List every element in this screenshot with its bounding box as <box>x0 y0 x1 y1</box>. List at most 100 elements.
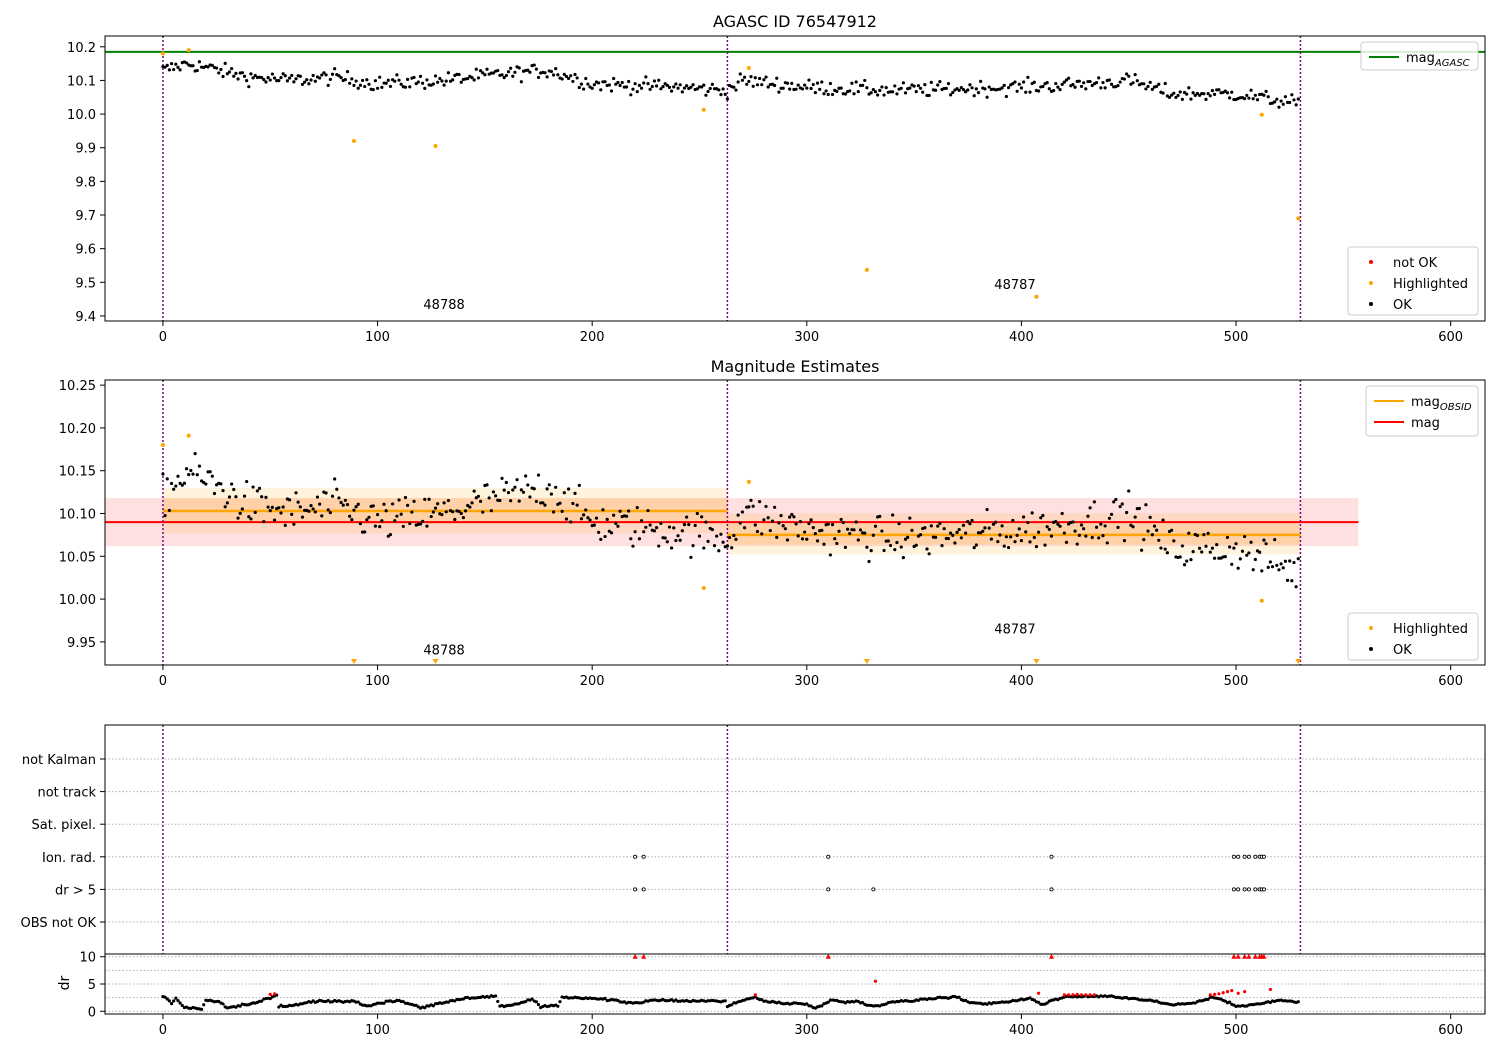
magnitude-panel-ok-point <box>335 487 339 491</box>
magnitude-panel-ok-point <box>652 529 657 533</box>
magnitude-panel-ok-point <box>459 511 463 516</box>
magnitude-panel-ok-point <box>1056 522 1060 526</box>
agasc-panel-ok-point <box>1122 77 1127 81</box>
agasc-panel-ok-point <box>378 75 382 79</box>
magnitude-panel-ok-point <box>433 506 438 510</box>
agasc-panel-ok-point <box>961 88 966 92</box>
magnitude-panel-ok-point <box>886 539 890 543</box>
agasc-panel-ok-point <box>579 82 584 86</box>
magnitude-panel-ok-point <box>882 548 886 553</box>
agasc-panel-ok-point <box>247 85 251 89</box>
magnitude-panel-ok-point <box>431 510 435 514</box>
dr-panel-ok-point <box>1296 1000 1300 1004</box>
magnitude-panel-ok-point <box>1142 537 1146 542</box>
magnitude-panel-ok-point <box>968 522 972 526</box>
magnitude-panel-ok-point <box>367 515 371 519</box>
agasc-panel-ok-point <box>414 82 418 86</box>
magnitude-panel-ok-point <box>517 499 521 503</box>
agasc-panel-ok-point <box>1101 80 1105 85</box>
dr-panel-clipped-marker <box>641 953 647 959</box>
magnitude-panel-ok-point <box>594 516 599 520</box>
agasc-panel: AGASC ID 76547912 48788 48787 0 100 200 300 4… <box>67 12 1486 345</box>
magnitude-panel-annotations: 48788 48787 <box>423 622 1035 658</box>
magnitude-panel-ok-point <box>936 524 940 528</box>
magnitude-panel-ok-point <box>766 516 770 520</box>
magnitude-panel-ok-point <box>541 501 545 505</box>
magnitude-panel-ok-point <box>599 537 603 542</box>
magnitude-panel-ok-point <box>672 526 676 530</box>
dr-panel-red-point <box>268 992 272 996</box>
magnitude-panel-ok-point <box>236 516 240 520</box>
magnitude-panel-ok-point <box>311 507 315 511</box>
agasc-panel-legend-top-right: magAGASC <box>1360 41 1479 71</box>
agasc-panel-ok-point <box>848 89 852 93</box>
dr-panel-clipped-marker <box>825 953 831 959</box>
magnitude-panel-ok-point <box>257 486 262 490</box>
agasc-panel-ok-point <box>732 85 736 89</box>
magnitude-panel-ok-point <box>631 544 635 548</box>
magnitude-panel-ok-point <box>1034 545 1039 549</box>
agasc-panel-ok-point <box>912 84 916 88</box>
agasc-panel-ok-point <box>590 86 594 90</box>
agasc-panel-ok-point <box>1189 97 1193 101</box>
magnitude-panel-ok-point <box>283 523 287 527</box>
agasc-panel-ok-point <box>1045 81 1049 85</box>
magnitude-panel-ok-point <box>504 480 508 485</box>
magnitude-panel-ok-point <box>494 494 498 498</box>
magnitude-panel-ok-point <box>551 510 556 514</box>
magnitude-panel-ok-point <box>1281 566 1285 570</box>
dr-panel-ok-point <box>826 1000 830 1004</box>
magnitude-panel-ok-point <box>633 530 637 534</box>
agasc-legend-bottom-label: OK <box>1393 298 1412 313</box>
agasc-panel-ok-point <box>826 92 830 97</box>
magnitude-panel-ok-point <box>266 505 270 509</box>
dr-panel-ok-point <box>260 999 264 1003</box>
magnitude-panel-ok-point <box>704 520 708 524</box>
agasc-panel-ok-point <box>1249 88 1253 92</box>
agasc-panel-ok-point <box>1127 74 1131 78</box>
agasc-panel-highlighted-point <box>1296 216 1301 221</box>
agasc-panel-ok-point <box>865 86 869 90</box>
agasc-panel-ok-point <box>1052 89 1056 93</box>
agasc-panel-ok-point <box>1019 86 1024 90</box>
magnitude-panel-ok-point <box>1238 557 1242 561</box>
agasc-panel-y-tick-label: 9.9 <box>75 142 96 157</box>
agasc-panel-ok-point <box>740 78 745 82</box>
magnitude-panel-ok-point <box>1279 562 1283 566</box>
agasc-panel-ok-point <box>307 82 311 86</box>
agasc-panel-ok-point <box>1193 93 1197 97</box>
magnitude-panel-ok-point <box>1283 559 1288 563</box>
agasc-panel-ok-point <box>1006 86 1011 90</box>
dr-panel-x-tick-label: 500 <box>1224 1023 1249 1038</box>
magnitude-panel-ok-point <box>1296 557 1300 561</box>
magnitude-panel-ok-point <box>856 538 860 542</box>
magnitude-panel-ok-point <box>959 536 963 540</box>
dr-panel-ok-point <box>174 996 178 1000</box>
agasc-panel-ok-point <box>908 86 912 90</box>
magnitude-legend-top-label-subscript: OBSID <box>1440 402 1472 413</box>
agasc-panel-ok-point <box>197 60 202 64</box>
agasc-panel-ok-point <box>811 82 815 87</box>
agasc-panel-ok-point <box>876 93 880 97</box>
agasc-panel-ok-point <box>708 86 712 91</box>
agasc-panel-ok-point <box>423 86 427 91</box>
agasc-panel-ok-point <box>292 80 296 84</box>
magnitude-panel-ok-point <box>238 511 242 515</box>
agasc-panel-y-tick-label: 10.1 <box>67 74 96 89</box>
magnitude-panel-ok-point <box>1228 545 1232 549</box>
agasc-panel-ok-point <box>1041 84 1045 89</box>
agasc-panel-ok-point <box>283 74 287 78</box>
magnitude-panel-ok-point <box>290 512 294 516</box>
agasc-panel-ok-point <box>946 81 951 86</box>
agasc-panel-ok-point <box>1135 79 1139 83</box>
magnitude-panel-ok-point <box>300 515 305 519</box>
agasc-panel-ok-point <box>534 67 538 71</box>
magnitude-panel-ok-point <box>363 530 367 534</box>
dr-panel-red-point <box>1067 993 1071 997</box>
agasc-panel-ok-point <box>1206 91 1210 96</box>
magnitude-panel-ok-point <box>820 528 824 533</box>
magnitude-panel-ok-point <box>172 487 176 491</box>
magnitude-panel-ok-point <box>1075 542 1079 546</box>
dr-panel-red-point <box>1036 991 1041 995</box>
